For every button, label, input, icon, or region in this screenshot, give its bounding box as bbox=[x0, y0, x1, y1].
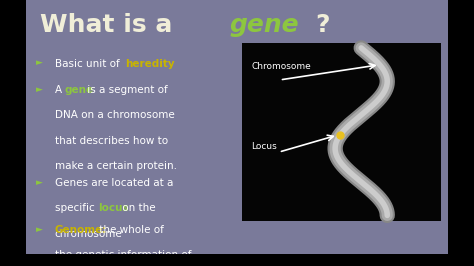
Text: Genome:: Genome: bbox=[55, 225, 107, 235]
Text: Locus: Locus bbox=[251, 143, 277, 152]
Text: ?: ? bbox=[315, 13, 330, 37]
Text: gene: gene bbox=[65, 85, 94, 95]
Text: heredity: heredity bbox=[125, 59, 174, 69]
Text: chromosome: chromosome bbox=[55, 229, 122, 239]
Text: the whole of: the whole of bbox=[96, 225, 164, 235]
Bar bbox=[0, 0, 26, 266]
Text: on the: on the bbox=[119, 203, 156, 214]
Text: ►: ► bbox=[36, 59, 43, 68]
Text: gene: gene bbox=[230, 13, 300, 37]
Bar bbox=[0, 254, 474, 266]
Bar bbox=[242, 43, 441, 221]
Text: DNA on a chromosome: DNA on a chromosome bbox=[55, 110, 174, 120]
Text: is a segment of: is a segment of bbox=[84, 85, 168, 95]
Text: Basic unit of: Basic unit of bbox=[55, 59, 122, 69]
Text: locus: locus bbox=[99, 203, 129, 214]
Text: ►: ► bbox=[36, 225, 43, 234]
Bar bbox=[448, 0, 474, 266]
Text: Genes are located at a: Genes are located at a bbox=[55, 178, 173, 188]
Text: the genetic information of: the genetic information of bbox=[55, 250, 191, 260]
Text: ►: ► bbox=[36, 85, 43, 94]
Text: Chromosome: Chromosome bbox=[251, 62, 311, 71]
Text: make a certain protein.: make a certain protein. bbox=[55, 161, 176, 171]
Text: What is a: What is a bbox=[40, 13, 182, 37]
Text: A: A bbox=[55, 85, 65, 95]
Text: ►: ► bbox=[36, 178, 43, 187]
Text: specific: specific bbox=[55, 203, 98, 214]
Text: that describes how to: that describes how to bbox=[55, 136, 168, 146]
